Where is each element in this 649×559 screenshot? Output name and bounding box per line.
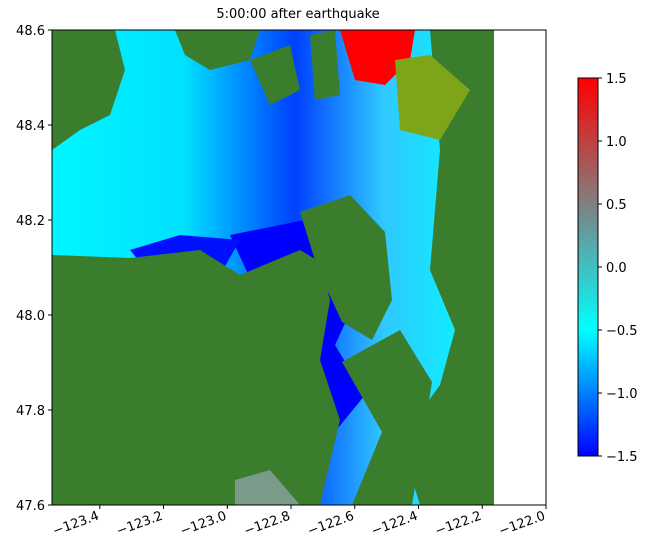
colorbar-tick-label: 1.5: [606, 72, 627, 87]
colorbar-tick-label: −0.5: [606, 324, 638, 339]
chart-title: 5:00:00 after earthquake: [216, 7, 379, 22]
x-tick-label: −122.4: [370, 509, 420, 540]
colorbar: [577, 77, 599, 457]
x-tick-label: −123.0: [178, 509, 228, 540]
x-tick-label: −122.6: [306, 509, 356, 540]
land: [300, 195, 392, 340]
x-tick-label: −123.2: [115, 509, 165, 540]
axes-frame: [51, 29, 547, 506]
y-tick-label: 48.6: [16, 24, 45, 39]
land: [250, 45, 300, 105]
land: [235, 470, 300, 505]
x-tick-label: −123.4: [51, 509, 101, 540]
colorbar-tick-label: 0.0: [606, 261, 627, 276]
y-tick-label: 47.6: [16, 499, 45, 514]
colorbar-tick-label: 1.0: [606, 135, 627, 150]
land: [400, 30, 494, 505]
land: [342, 330, 432, 505]
y-tick-label: 48.4: [16, 119, 45, 134]
x-tick-label: −122.0: [497, 509, 547, 540]
map: [52, 30, 494, 505]
y-tick-label: 47.8: [16, 404, 45, 419]
x-tick-label: −122.2: [433, 509, 483, 540]
land: [52, 250, 340, 505]
x-tick-label: −122.8: [242, 509, 292, 540]
colorbar-tick-label: −1.0: [606, 387, 638, 402]
colorbar-tick-label: −1.5: [606, 450, 638, 465]
y-tick-label: 48.2: [16, 214, 45, 229]
land: [175, 30, 260, 70]
land: [310, 30, 340, 100]
y-tick-label: 48.0: [16, 309, 45, 324]
land: [395, 55, 470, 140]
colorbar-tick-label: 0.5: [606, 198, 627, 213]
land: [52, 30, 125, 150]
